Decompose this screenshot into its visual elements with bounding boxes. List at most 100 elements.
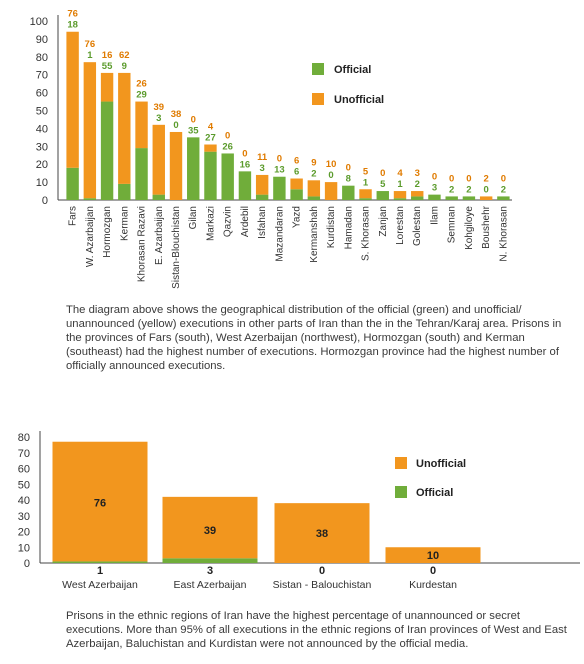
bar-official	[342, 185, 355, 200]
x-category-label: Fars	[68, 206, 79, 226]
legend-label: Official	[334, 64, 371, 76]
data-label-official: 6	[294, 167, 299, 178]
bar-official	[393, 198, 407, 200]
data-label-official: 13	[274, 165, 285, 176]
data-label-unofficial: 0	[225, 130, 230, 141]
data-label-unofficial: 38	[171, 109, 182, 120]
bar-official	[290, 189, 303, 200]
bar-unofficial	[52, 441, 148, 562]
data-label-official: 18	[67, 20, 78, 31]
data-label-unofficial: 62	[119, 50, 130, 61]
data-label-unofficial: 0	[466, 173, 471, 184]
x-category-label: Ardebil	[240, 206, 251, 237]
data-label-official: 16	[240, 159, 251, 170]
data-label-unofficial: 0	[346, 163, 351, 174]
data-label-unofficial: 2	[484, 173, 489, 184]
y-tick-label: 80	[18, 432, 30, 444]
bar-unofficial	[66, 31, 79, 168]
y-tick-label: 20	[36, 159, 48, 171]
y-tick-label: 30	[18, 511, 30, 523]
data-label-official: 27	[205, 133, 216, 144]
legend-swatch-official	[395, 486, 407, 498]
data-label-official: 3	[260, 163, 265, 174]
legend-swatch-unofficial	[312, 93, 324, 105]
x-category-label: Sistan-Blouchistan	[171, 206, 182, 289]
data-label-official: 0	[430, 565, 436, 577]
data-label-official: 26	[222, 141, 233, 152]
bar-official	[376, 191, 389, 200]
bar-official	[135, 148, 148, 200]
data-label-unofficial: 11	[257, 152, 268, 163]
legend-label: Unofficial	[416, 458, 466, 470]
data-label-official: 3	[156, 113, 161, 124]
chart2-description: Prisons in the ethnic regions of Iran ha…	[66, 610, 567, 650]
data-label-official: 3	[207, 565, 213, 577]
x-category-label: Kerman	[119, 206, 130, 241]
bar-unofficial	[255, 174, 269, 195]
bar-unofficial	[479, 196, 493, 200]
bar-unofficial	[290, 178, 303, 190]
x-category-label: Sistan - Balouchistan	[273, 579, 372, 591]
y-tick-label: 70	[18, 448, 30, 460]
data-label-unofficial: 4	[397, 168, 403, 179]
bar-official	[187, 137, 200, 200]
data-label-unofficial: 4	[208, 122, 214, 133]
data-label-official: 0	[328, 170, 333, 181]
bar-official	[497, 196, 510, 200]
bar-unofficial	[204, 144, 217, 152]
data-label-unofficial: 0	[191, 114, 196, 125]
data-label-official: 0	[319, 565, 325, 577]
bar-official	[307, 196, 321, 200]
x-category-label: Mazandaran	[274, 206, 285, 262]
x-category-label: Hormozgan	[102, 206, 113, 258]
x-category-label: Qazvin	[223, 206, 234, 237]
data-label-official: 1	[97, 565, 103, 577]
data-label-official: 1	[87, 50, 93, 61]
x-category-label: Hamadan	[343, 206, 354, 249]
bar-unofficial	[135, 101, 148, 149]
x-category-label: Kermanshah	[309, 206, 320, 263]
x-category-label: West Azerbaijan	[62, 579, 138, 591]
y-tick-label: 20	[18, 527, 30, 539]
y-tick-label: 40	[36, 123, 48, 135]
x-category-label: S. Khorasan	[361, 206, 372, 261]
x-category-label: W. Azarbaijan	[85, 206, 96, 267]
bar-unofficial	[162, 496, 258, 559]
bar-unofficial	[169, 131, 183, 200]
x-category-label: Kohgiloye	[464, 206, 475, 250]
bar-official	[462, 196, 476, 200]
data-label-unofficial: 38	[316, 528, 328, 540]
bar-official	[83, 198, 97, 200]
bar-unofficial	[83, 62, 97, 199]
x-category-label: Markazi	[205, 206, 216, 241]
data-label-unofficial: 0	[380, 168, 385, 179]
bar-official	[359, 198, 372, 200]
y-tick-label: 100	[30, 16, 48, 28]
legend-swatch-official	[312, 63, 324, 75]
y-tick-label: 10	[18, 542, 30, 554]
bar-unofficial	[411, 191, 424, 197]
chart1-description: The diagram above shows the geographical…	[66, 304, 562, 372]
x-category-label: Gilan	[188, 206, 199, 229]
x-category-label: N. Khorasan	[498, 206, 509, 262]
x-category-label: Lorestan	[395, 206, 406, 245]
data-label-official: 2	[449, 184, 454, 195]
data-label-official: 2	[311, 168, 316, 179]
data-label-unofficial: 26	[136, 79, 147, 90]
bar-unofficial	[385, 547, 481, 563]
y-tick-label: 0	[42, 195, 48, 207]
data-label-unofficial: 0	[277, 154, 282, 165]
x-category-label: Semnan	[447, 206, 458, 243]
data-label-official: 8	[346, 174, 351, 185]
legend-label: Official	[416, 487, 453, 499]
bar-official	[204, 151, 217, 200]
x-category-label: Isfahan	[257, 206, 268, 239]
data-label-unofficial: 0	[501, 173, 506, 184]
data-label-official: 2	[466, 184, 471, 195]
x-category-label: Kurdestan	[409, 579, 457, 591]
data-label-unofficial: 76	[85, 39, 96, 50]
data-label-unofficial: 3	[415, 168, 420, 179]
data-label-official: 0	[173, 120, 178, 131]
data-label-unofficial: 10	[326, 159, 337, 170]
y-tick-label: 0	[24, 558, 30, 570]
